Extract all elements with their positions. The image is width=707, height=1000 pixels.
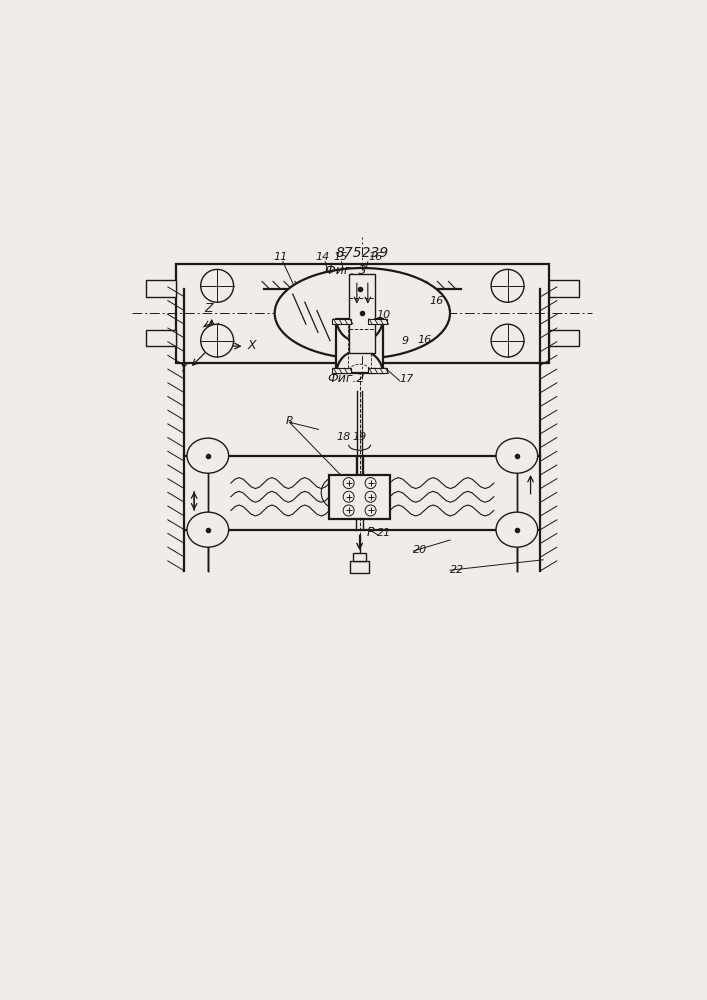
Text: 14: 14 [316, 252, 330, 262]
Circle shape [201, 269, 233, 302]
Bar [368, 368, 387, 373]
Circle shape [491, 269, 524, 302]
Bar [337, 319, 383, 373]
Text: Y: Y [179, 362, 187, 375]
Bar [348, 319, 371, 373]
Bar [549, 330, 579, 346]
Bar [350, 561, 370, 573]
Bar [176, 264, 549, 363]
Bar [349, 274, 375, 353]
Ellipse shape [187, 512, 228, 547]
Text: 22: 22 [450, 565, 464, 575]
Ellipse shape [496, 438, 538, 473]
Text: 15: 15 [333, 252, 348, 262]
Text: 0: 0 [363, 274, 370, 284]
Text: Z: Z [204, 302, 213, 315]
Bar [332, 368, 351, 373]
Text: Фиг.2: Фиг.2 [327, 372, 365, 385]
Bar [368, 319, 387, 324]
Text: 17: 17 [399, 374, 414, 384]
Bar [332, 319, 351, 324]
Bar [146, 330, 176, 346]
Text: R: R [286, 416, 293, 426]
Text: 875239: 875239 [336, 246, 389, 260]
Ellipse shape [496, 512, 538, 547]
Text: X: X [247, 339, 256, 352]
Circle shape [491, 324, 524, 357]
Ellipse shape [275, 268, 450, 358]
Bar [549, 280, 579, 297]
Text: 9: 9 [402, 336, 409, 346]
Text: 20: 20 [414, 545, 428, 555]
Text: 21: 21 [377, 528, 392, 538]
Text: 16: 16 [417, 335, 431, 345]
Text: 19: 19 [353, 432, 367, 442]
Text: 16: 16 [369, 252, 383, 262]
Text: 16: 16 [430, 296, 444, 306]
Circle shape [201, 324, 233, 357]
Bar [146, 280, 176, 297]
Bar [329, 475, 390, 519]
Bar [353, 553, 366, 561]
Text: 18: 18 [337, 432, 351, 442]
Text: P: P [367, 526, 374, 539]
Text: Фиг. 3: Фиг. 3 [325, 264, 367, 277]
Text: 11: 11 [273, 252, 287, 262]
Ellipse shape [187, 438, 228, 473]
Text: 10: 10 [376, 310, 390, 320]
